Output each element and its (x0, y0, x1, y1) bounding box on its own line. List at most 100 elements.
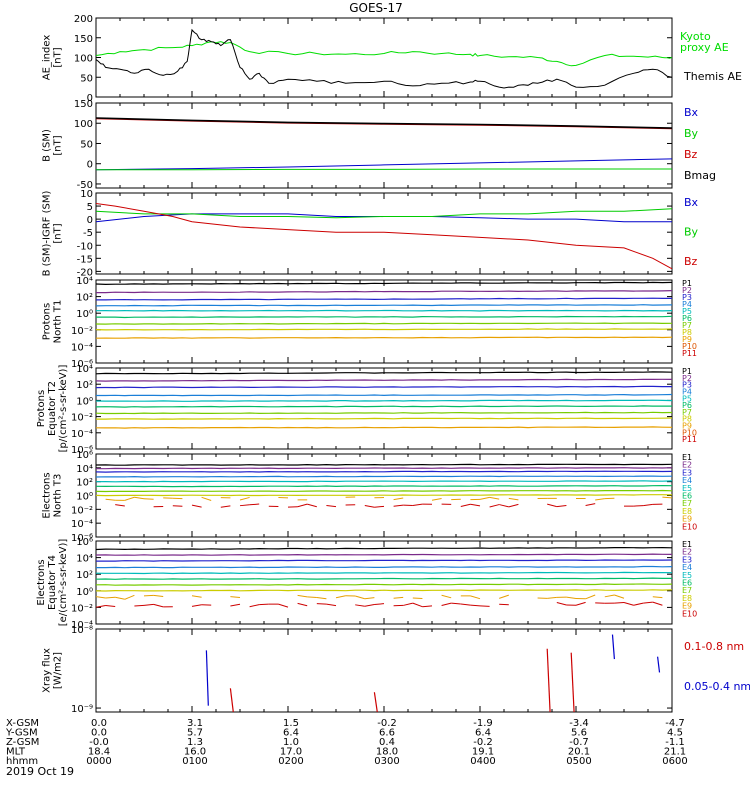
series-E9 (547, 596, 557, 599)
series-E9 (335, 595, 346, 599)
series-P4 (96, 304, 672, 307)
series-P3 (96, 297, 672, 301)
ephemeris-value: -0.7 (569, 737, 589, 748)
series-P2 (96, 290, 672, 294)
series-0.05-0.4 nm (657, 656, 661, 673)
panel-4: 10⁴ 10² 10⁰ 10⁻² 10⁻⁴ 10⁻⁶ Protons North T1 P1P2… (42, 276, 698, 370)
ephemeris-value: 18.4 (88, 747, 110, 758)
ephemeris-value: 0600 (662, 756, 687, 767)
y-tick-label: 10⁻⁴ (71, 519, 93, 530)
series-E10 (134, 604, 145, 607)
legend-label: E6 (682, 579, 692, 588)
ephemeris-value: -4.7 (665, 718, 685, 729)
series-E10 (96, 605, 106, 608)
y-axis-title: AE_index (42, 35, 53, 81)
ephemeris-row-label: hhmm (6, 756, 38, 767)
y-tick-label: 10⁻² (71, 326, 93, 337)
legend-label: Bz (684, 255, 698, 268)
series-E10 (364, 603, 375, 607)
y-axis-title: [W/m2] (53, 652, 64, 689)
ephemeris-value: 5.7 (187, 728, 203, 739)
series-group (96, 203, 672, 270)
series-P7 (96, 411, 672, 415)
series-group (96, 117, 672, 171)
series-E10 (623, 601, 634, 606)
y-tick-label: 5 (87, 202, 93, 213)
ephemeris-value: 1.0 (283, 737, 299, 748)
series-E4 (96, 475, 672, 478)
series-E10 (393, 504, 404, 507)
ephemeris-value: -1.1 (665, 737, 685, 748)
legend-label: P11 (682, 349, 697, 358)
series-E10 (115, 504, 125, 507)
ephemeris-value: -1.9 (473, 718, 493, 729)
y-tick-label: 0 (87, 215, 93, 226)
y-tick-label: 200 (74, 14, 93, 25)
series-Bmag (96, 117, 672, 129)
series-E10 (230, 603, 241, 607)
y-tick-label: 10² (76, 380, 93, 391)
series-E10 (191, 604, 202, 607)
series-P5 (96, 399, 672, 402)
series-E10 (297, 602, 308, 607)
ephemeris-value: 0.0 (91, 728, 107, 739)
legend-label: P3 (682, 381, 692, 390)
series-Bz (96, 203, 672, 270)
y-tick-label: 10⁻⁶ (71, 533, 93, 544)
legend-label: E5 (682, 484, 692, 493)
series-P1 (96, 371, 672, 375)
y-axis-title: [e/(cm²-s-sr-keV)] (58, 539, 69, 627)
series-E9 (604, 594, 615, 598)
series-E10 (143, 603, 154, 606)
y-tick-label: 150 (74, 34, 93, 45)
y-tick-label: -50 (77, 180, 93, 191)
y-tick-label: 10⁰ (76, 396, 93, 407)
series-E10 (326, 603, 337, 607)
legend-label: By (684, 226, 699, 239)
panel-6: 10⁶ 10⁴ 10² 10⁰ 10⁻² 10⁻⁴ 10⁻⁶ Electrons North T… (42, 450, 698, 544)
series-E2 (96, 553, 672, 556)
ephemeris-value: 0.0 (91, 718, 107, 729)
series-E2 (96, 467, 672, 470)
series-E10 (547, 503, 557, 508)
legend-label: proxy AE (680, 41, 729, 54)
legend-label: P8 (682, 328, 692, 337)
series-P1 (96, 281, 672, 286)
ephemeris-value: 6.4 (283, 728, 299, 739)
series-E10 (575, 601, 586, 606)
series-E10 (297, 503, 308, 508)
legend-label: Bx (684, 196, 699, 209)
legend-label: P4 (682, 300, 692, 309)
series-P4 (96, 393, 672, 397)
series-E9 (297, 594, 308, 598)
series-P5 (96, 309, 672, 312)
y-tick-label: 10⁻² (71, 413, 93, 424)
panel-frame (95, 102, 673, 189)
plot-title: GOES-17 (349, 1, 403, 15)
series-E9 (566, 596, 577, 599)
series-Kyoto proxy AE (96, 41, 672, 67)
series-E10 (451, 602, 461, 605)
panel-frame (95, 17, 673, 98)
legend-label: P4 (682, 387, 692, 396)
legend-label: E7 (682, 586, 692, 595)
legend-label: E3 (682, 468, 692, 477)
y-axis-title: Xray flux (42, 648, 53, 693)
series-E10 (403, 602, 413, 606)
legend-label: P5 (682, 307, 692, 316)
ephemeris-value: 5.6 (571, 728, 587, 739)
ephemeris-row-label: Z-GSM (6, 737, 39, 748)
y-axis-title: North T1 (53, 300, 64, 344)
date-label: 2019 Oct 19 (6, 765, 74, 778)
ephemeris-value: 6.6 (379, 728, 395, 739)
series-E10 (460, 603, 471, 606)
legend-label: P10 (682, 428, 697, 437)
ephemeris-value: 6.4 (475, 728, 491, 739)
y-tick-label: 10⁴ (76, 554, 93, 565)
series-E9 (105, 498, 116, 501)
series-E9 (652, 596, 663, 599)
series-P8 (96, 328, 672, 331)
series-E1 (96, 463, 672, 466)
ephemeris-value: 21.1 (664, 747, 686, 758)
